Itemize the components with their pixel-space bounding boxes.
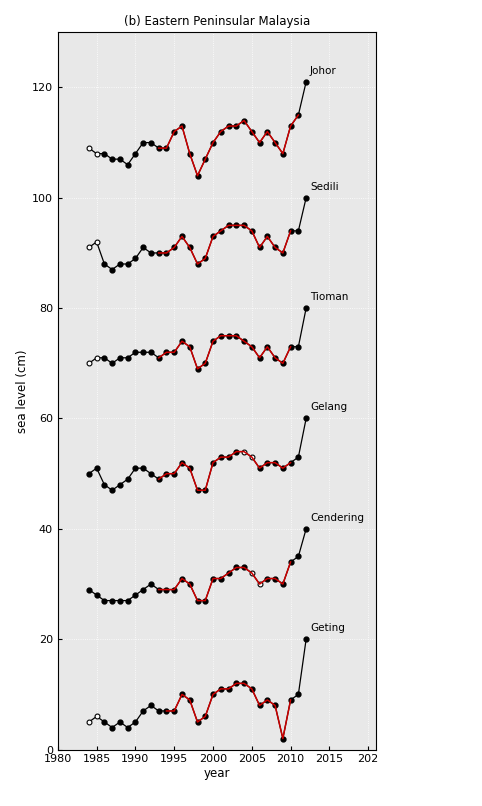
Text: Tioman: Tioman [310, 292, 348, 302]
Y-axis label: sea level (cm): sea level (cm) [16, 349, 29, 433]
Text: Cendering: Cendering [310, 513, 364, 523]
Text: Gelang: Gelang [310, 402, 347, 413]
Title: (b) Eastern Peninsular Malaysia: (b) Eastern Peninsular Malaysia [124, 15, 310, 28]
Text: Sedili: Sedili [310, 181, 339, 192]
Text: Geting: Geting [310, 623, 345, 634]
Text: Johor: Johor [310, 66, 337, 76]
X-axis label: year: year [204, 767, 230, 780]
